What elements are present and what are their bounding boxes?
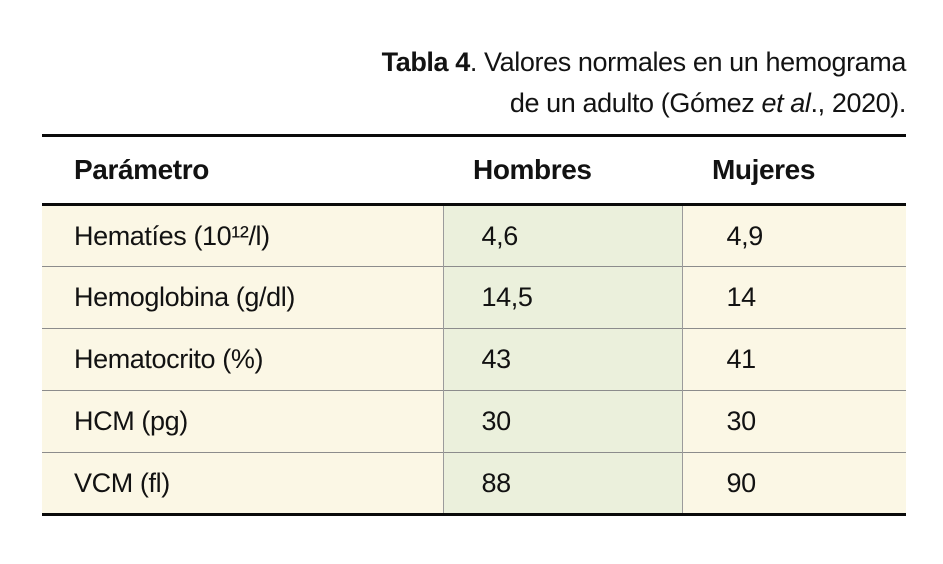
cell-hombres: 43	[442, 328, 683, 391]
header-parametro: Parámetro	[42, 134, 443, 206]
cell-param: HCM (pg)	[42, 390, 443, 453]
hemogram-table: Parámetro Hombres Mujeres Hematíes (10¹²…	[42, 134, 906, 516]
cell-param: VCM (fl)	[42, 452, 443, 516]
caption-line-2: de un adulto (Gómez et al., 2020).	[382, 83, 907, 124]
caption-line1-text: . Valores normales en un hemograma	[469, 47, 907, 77]
header-hombres: Hombres	[443, 134, 682, 206]
cell-hombres: 30	[442, 390, 683, 453]
table-row: Hematíes (10¹²/l) 4,6 4,9	[42, 204, 906, 267]
caption-table-number: Tabla 4	[381, 47, 471, 77]
cell-mujeres: 14	[682, 266, 906, 329]
cell-hombres: 14,5	[442, 266, 683, 329]
table-caption: Tabla 4. Valores normales en un hemogram…	[381, 42, 907, 124]
cell-param: Hematocrito (%)	[42, 328, 443, 391]
table-row: VCM (fl) 88 90	[42, 452, 906, 516]
table-row: Hematocrito (%) 43 41	[42, 328, 906, 391]
table-row: HCM (pg) 30 30	[42, 390, 906, 453]
caption-line2-post: ., 2020).	[810, 88, 907, 118]
cell-mujeres: 41	[682, 328, 906, 391]
header-row: Parámetro Hombres Mujeres	[42, 134, 906, 206]
cell-hombres: 4,6	[442, 204, 683, 267]
header-mujeres: Mujeres	[682, 134, 906, 206]
caption-line2-pre: de un adulto (Gómez	[509, 88, 762, 118]
cell-mujeres: 4,9	[682, 204, 906, 267]
cell-mujeres: 90	[682, 452, 906, 516]
caption-line-1: Tabla 4. Valores normales en un hemogram…	[381, 42, 907, 83]
cell-mujeres: 30	[682, 390, 906, 453]
caption-et-al: et al	[761, 88, 811, 118]
cell-hombres: 88	[442, 452, 683, 516]
table-row: Hemoglobina (g/dl) 14,5 14	[42, 266, 906, 329]
cell-param: Hematíes (10¹²/l)	[42, 204, 443, 267]
cell-param: Hemoglobina (g/dl)	[42, 266, 443, 329]
